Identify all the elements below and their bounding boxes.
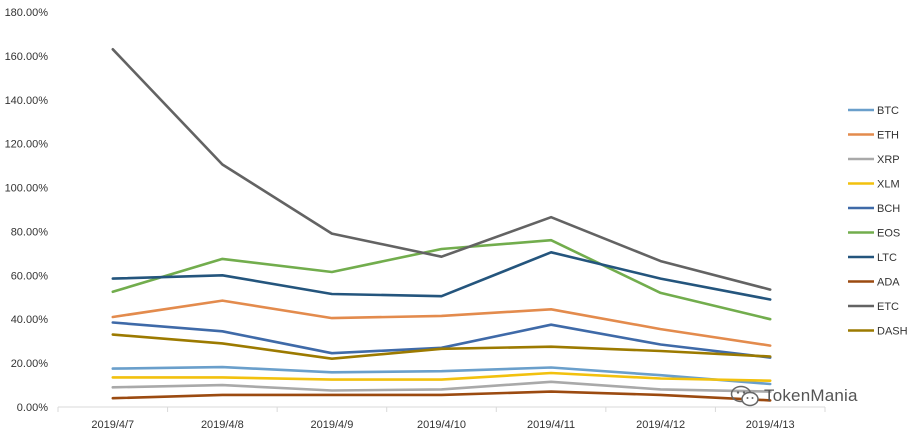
y-tick-label: 20.00% bbox=[11, 358, 49, 370]
y-tick-label: 40.00% bbox=[11, 314, 49, 326]
legend-label: XLM bbox=[877, 179, 900, 191]
x-tick-label: 2019/4/7 bbox=[91, 419, 134, 431]
y-tick-label: 80.00% bbox=[11, 226, 49, 238]
y-tick-label: 140.00% bbox=[5, 95, 49, 107]
legend-label: ETC bbox=[877, 301, 899, 313]
series-line-eth bbox=[111, 299, 772, 347]
legend-item-btc: BTC bbox=[848, 105, 899, 117]
y-tick-label: 100.00% bbox=[5, 183, 49, 195]
legend-item-xrp: XRP bbox=[848, 154, 900, 166]
x-tick-label: 2019/4/10 bbox=[417, 419, 466, 431]
y-tick-label: 180.00% bbox=[5, 7, 49, 19]
x-tick-label: 2019/4/11 bbox=[527, 419, 575, 431]
legend-label: BTC bbox=[877, 105, 899, 117]
legend-label: ADA bbox=[877, 277, 900, 289]
series-line-dash bbox=[111, 333, 772, 361]
series-line-etc bbox=[111, 47, 772, 291]
x-axis: 2019/4/7 2019/4/8 2019/4/9 2019/4/10 2019/4/… bbox=[57, 406, 826, 431]
legend-item-etc: ETC bbox=[848, 301, 899, 313]
legend-item-xlm: XLM bbox=[848, 179, 900, 191]
legend-item-ltc: LTC bbox=[848, 252, 897, 264]
wechat-icon bbox=[730, 385, 759, 407]
x-tick-label: 2019/4/9 bbox=[311, 419, 354, 431]
legend-label: DASH bbox=[877, 326, 908, 338]
series-lines bbox=[111, 47, 772, 402]
legend-label: LTC bbox=[877, 252, 897, 264]
watermark-text: TokenMania bbox=[764, 386, 858, 405]
y-tick-label: 160.00% bbox=[5, 51, 49, 63]
series-line-ada bbox=[111, 390, 772, 402]
legend: BTC ETH XRP XLM BCH EOS LTC ADA ETC DASH bbox=[848, 105, 908, 338]
series-line-btc bbox=[111, 365, 772, 386]
x-tick-label: 2019/4/12 bbox=[636, 419, 685, 431]
legend-label: XRP bbox=[877, 154, 900, 166]
y-tick-label: 120.00% bbox=[5, 139, 49, 151]
x-tick-label: 2019/4/13 bbox=[746, 419, 795, 431]
y-tick-label: 60.00% bbox=[11, 270, 49, 282]
legend-item-ada: ADA bbox=[848, 277, 900, 289]
legend-item-eos: EOS bbox=[848, 228, 900, 240]
legend-label: EOS bbox=[877, 228, 900, 240]
series-line-eos bbox=[111, 238, 772, 321]
x-tick-label: 2019/4/8 bbox=[201, 419, 244, 431]
series-line-xrp bbox=[111, 380, 772, 393]
legend-item-eth: ETH bbox=[848, 130, 899, 142]
legend-label: BCH bbox=[877, 203, 900, 215]
legend-label: ETH bbox=[877, 130, 899, 142]
watermark: TokenMania bbox=[730, 385, 858, 407]
series-line-ltc bbox=[111, 251, 772, 301]
y-tick-label: 0.00% bbox=[17, 402, 48, 414]
legend-item-bch: BCH bbox=[848, 203, 900, 215]
legend-item-dash: DASH bbox=[848, 326, 908, 338]
y-axis: 0.00% 20.00% 40.00% 60.00% 80.00% 100.00% 120.… bbox=[5, 7, 49, 414]
series-line-xlm bbox=[111, 371, 772, 383]
